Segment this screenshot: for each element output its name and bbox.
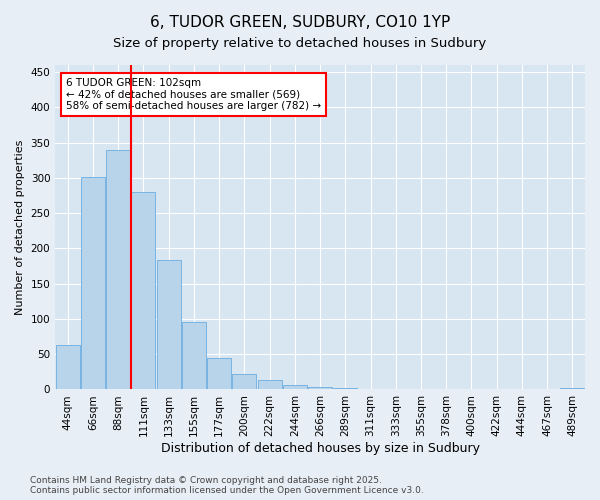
Text: Size of property relative to detached houses in Sudbury: Size of property relative to detached ho… <box>113 38 487 51</box>
Text: 6, TUDOR GREEN, SUDBURY, CO10 1YP: 6, TUDOR GREEN, SUDBURY, CO10 1YP <box>150 15 450 30</box>
Bar <box>334 388 357 390</box>
Bar <box>359 389 383 390</box>
Bar <box>81 177 105 390</box>
Bar <box>157 260 181 390</box>
Bar <box>257 380 281 390</box>
Text: 6 TUDOR GREEN: 102sqm
← 42% of detached houses are smaller (569)
58% of semi-det: 6 TUDOR GREEN: 102sqm ← 42% of detached … <box>66 78 321 111</box>
Bar <box>283 384 307 390</box>
Bar <box>56 345 80 390</box>
X-axis label: Distribution of detached houses by size in Sudbury: Distribution of detached houses by size … <box>161 442 479 455</box>
Bar <box>207 358 231 390</box>
Bar <box>106 150 130 390</box>
Bar <box>131 192 155 390</box>
Bar <box>560 388 584 390</box>
Bar <box>232 374 256 390</box>
Bar <box>182 322 206 390</box>
Bar <box>308 388 332 390</box>
Text: Contains HM Land Registry data © Crown copyright and database right 2025.
Contai: Contains HM Land Registry data © Crown c… <box>30 476 424 495</box>
Y-axis label: Number of detached properties: Number of detached properties <box>15 140 25 315</box>
